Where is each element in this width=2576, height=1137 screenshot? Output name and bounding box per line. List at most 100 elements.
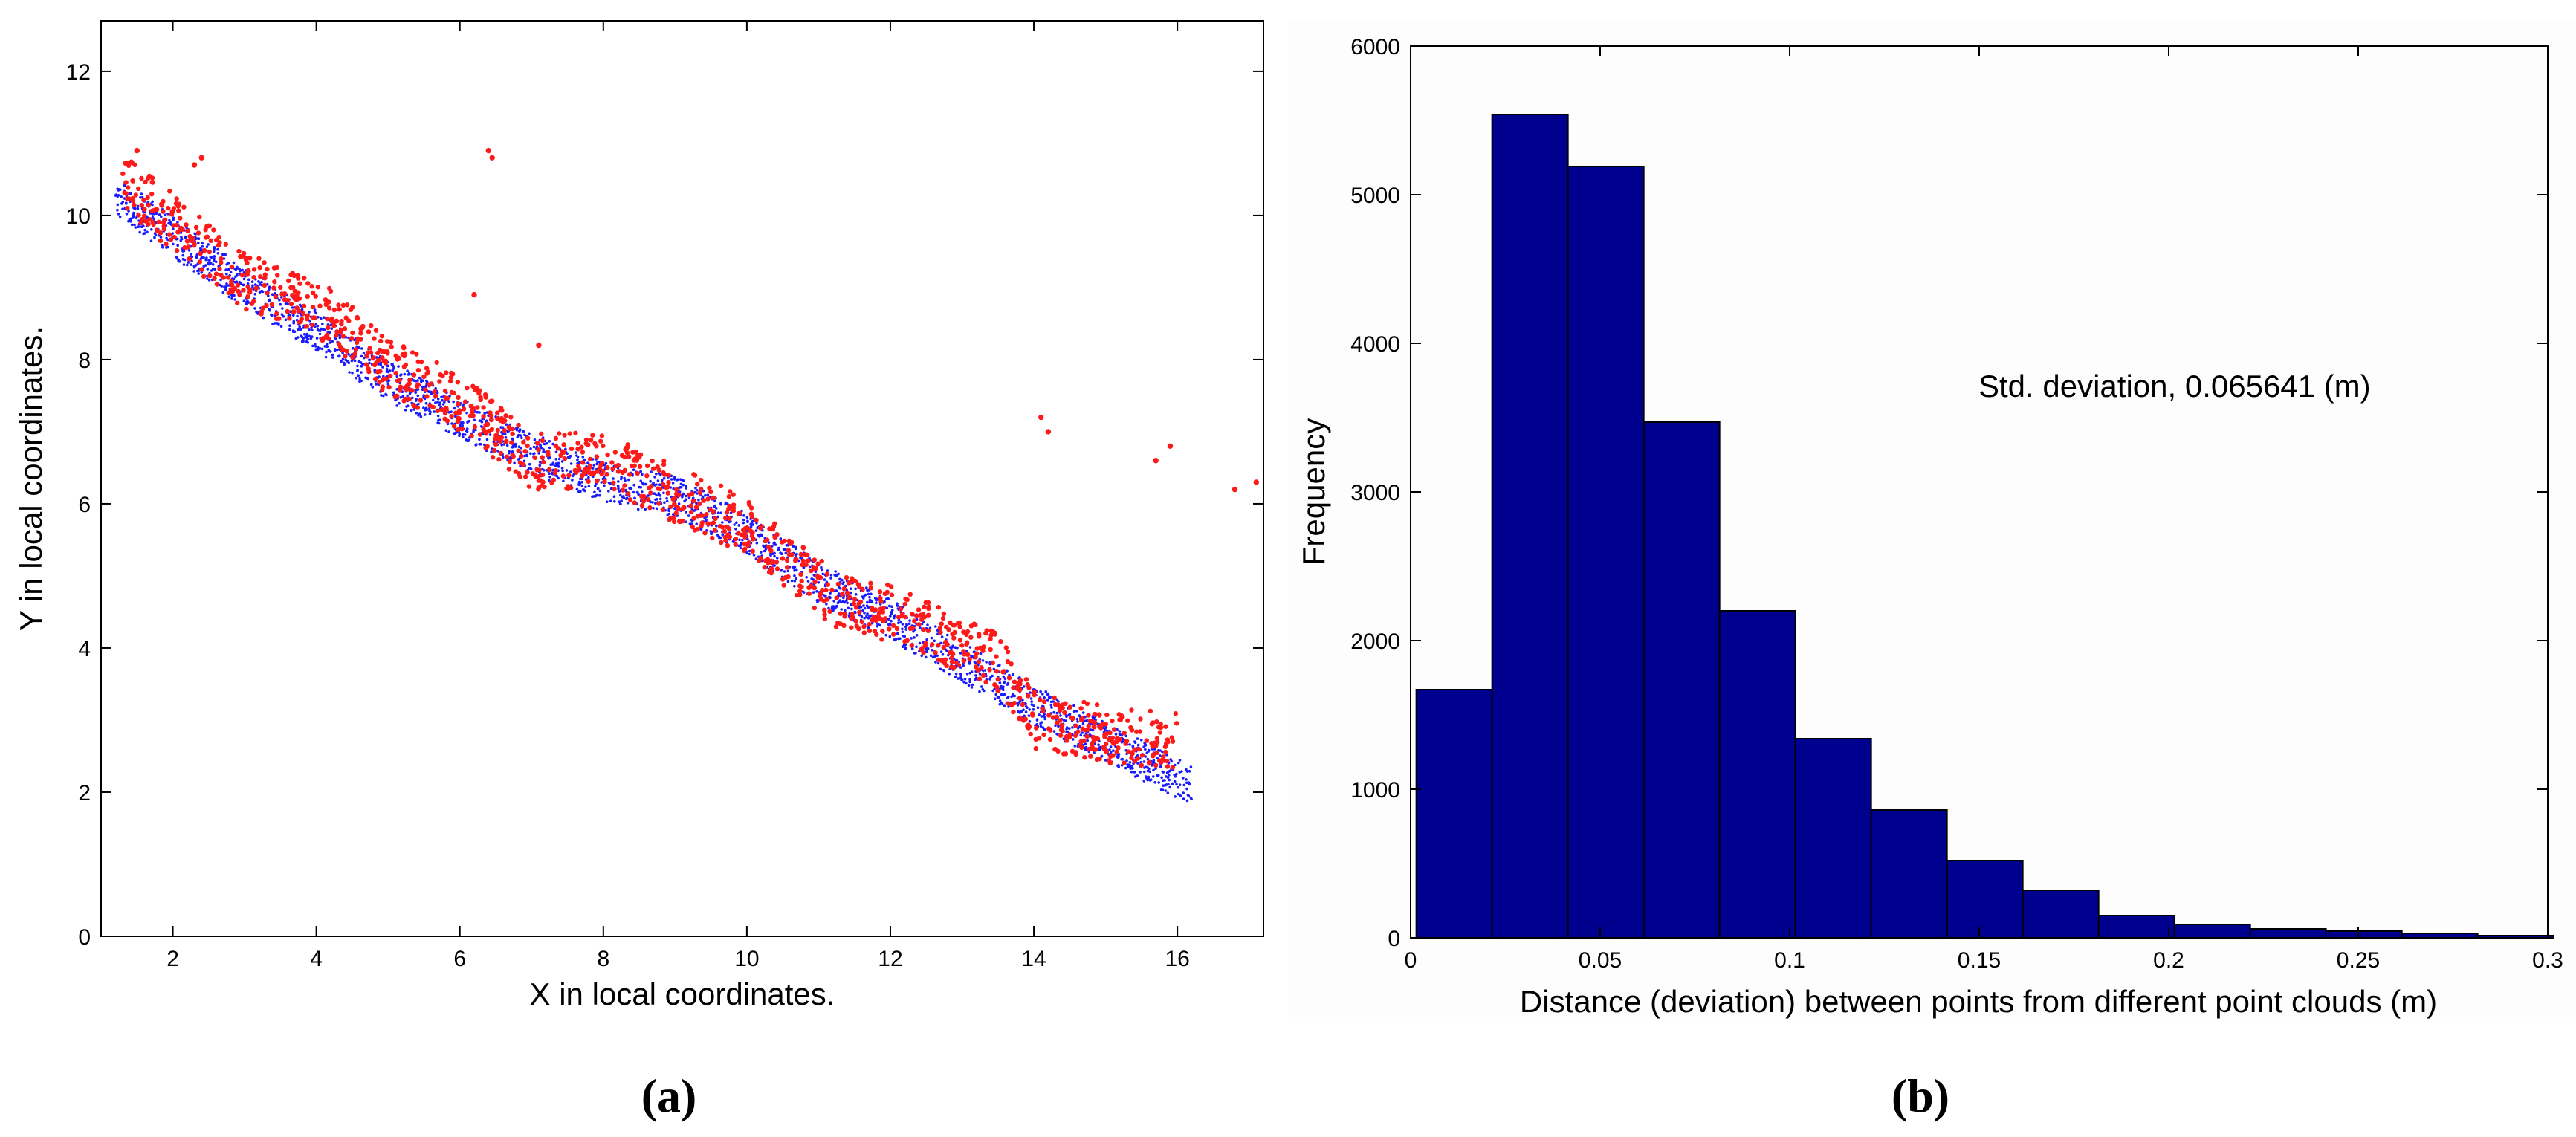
scatter-point	[725, 542, 731, 548]
scatter-point	[618, 502, 622, 505]
scatter-point	[632, 468, 635, 471]
scatter-point	[981, 659, 985, 662]
scatter-point	[297, 296, 302, 301]
scatter-point	[295, 318, 299, 322]
scatter-point	[933, 650, 938, 655]
scatter-point	[937, 626, 942, 631]
scatter-point	[139, 203, 144, 208]
scatter-point	[997, 696, 1000, 699]
scatter-point	[799, 578, 804, 584]
scatter-point	[979, 652, 983, 655]
scatter-point	[1116, 745, 1121, 751]
scatter-outlier-point	[1232, 486, 1238, 493]
scatter-point	[706, 493, 710, 496]
scatter-point	[774, 532, 780, 537]
scatter-point	[954, 675, 957, 678]
scatter-point	[246, 282, 250, 285]
scatter-point	[321, 322, 324, 325]
scatter-point	[478, 438, 481, 441]
scatter-point	[1123, 741, 1128, 746]
scatter-point	[407, 381, 412, 386]
scatter-point	[233, 267, 236, 271]
scatter-point	[187, 248, 191, 252]
scatter-point	[371, 386, 375, 389]
scatter-point	[300, 308, 304, 311]
scatter-point	[301, 276, 307, 281]
scatter-point	[656, 479, 660, 482]
histogram-bar	[2173, 924, 2251, 939]
scatter-point	[149, 175, 155, 181]
scatter-point	[1083, 742, 1087, 746]
scatter-point	[786, 580, 790, 583]
scatter-point	[769, 560, 774, 566]
scatter-outlier-point	[489, 155, 495, 161]
scatter-point	[151, 200, 154, 204]
scatter-point	[1055, 748, 1061, 754]
scatter-point	[142, 207, 147, 212]
scatter-point	[713, 505, 716, 508]
scatter-point	[1080, 716, 1085, 721]
scatter-point	[745, 525, 750, 531]
scatter-point	[132, 202, 137, 208]
scatter-point	[627, 478, 630, 482]
scatter-point	[259, 283, 262, 286]
scatter-point	[520, 447, 522, 450]
scatter-point	[617, 487, 620, 490]
scatter-point	[657, 492, 660, 495]
scatter-point	[817, 581, 821, 584]
scatter-point	[348, 371, 351, 374]
scatter-point	[117, 194, 120, 197]
scatter-point	[1108, 754, 1113, 759]
scatter-point	[1104, 759, 1107, 762]
scatter-point	[933, 655, 936, 658]
scatter-point	[529, 452, 532, 455]
scatter-point	[587, 464, 592, 470]
scatter-point	[809, 568, 814, 574]
scatter-point	[400, 373, 403, 376]
scatter-point	[644, 482, 648, 486]
scatter-point	[540, 446, 543, 450]
scatter-point	[438, 418, 441, 422]
scatter-point	[1148, 708, 1153, 713]
scatter-point	[401, 395, 405, 398]
scatter-point	[576, 459, 579, 461]
scatter-point	[465, 412, 468, 415]
scatter-point	[1002, 675, 1006, 678]
scatter-point	[511, 453, 516, 459]
scatter-point	[392, 365, 395, 368]
scatter-point	[360, 347, 363, 350]
scatter-point	[822, 607, 827, 612]
scatter-point	[356, 364, 359, 368]
scatter-point	[472, 424, 478, 430]
scatter-point	[918, 641, 922, 645]
scatter-point	[335, 348, 339, 352]
scatter-point	[1072, 704, 1075, 707]
scatter-point	[236, 248, 242, 254]
scatter-point	[386, 384, 392, 390]
scatter-point	[707, 485, 712, 490]
scatter-point	[1152, 759, 1156, 762]
scatter-point	[926, 612, 931, 618]
scatter-point	[611, 480, 616, 485]
scatter-point	[662, 491, 665, 495]
scatter-point	[1036, 706, 1040, 709]
scatter-point	[404, 408, 407, 412]
scatter-point	[418, 412, 421, 415]
scatter-point	[719, 511, 723, 514]
scatter-point	[797, 589, 803, 594]
scatter-point	[187, 256, 192, 262]
scatter-point	[600, 481, 603, 484]
scatter-point	[766, 544, 771, 550]
scatter-point	[418, 398, 424, 403]
scatter-point	[1009, 661, 1014, 667]
scatter-point	[757, 534, 760, 537]
scatter-point	[1093, 751, 1096, 754]
scatter-point	[465, 429, 468, 433]
scatter-point	[623, 447, 628, 453]
scatter-point	[829, 587, 835, 592]
scatter-point	[652, 507, 655, 510]
scatter-point	[489, 427, 495, 432]
scatter-point	[1131, 767, 1134, 770]
scatter-point	[1165, 764, 1171, 769]
scatter-point	[1142, 780, 1146, 783]
